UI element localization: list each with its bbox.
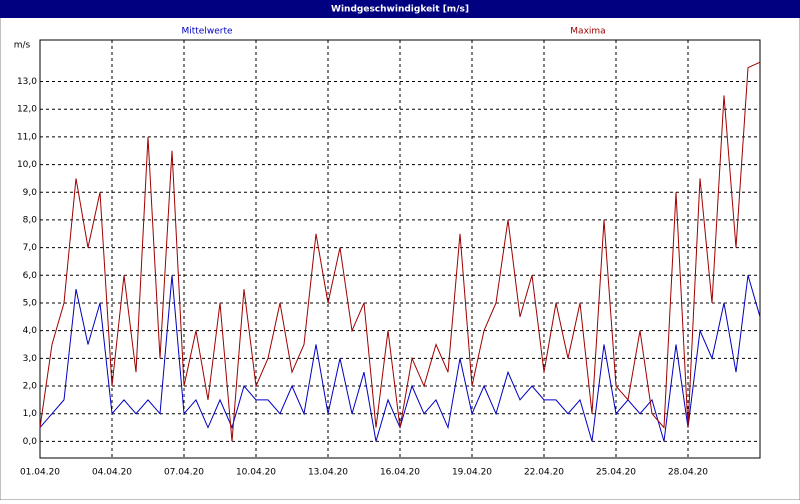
- x-tick-label: 22.04.20: [524, 468, 564, 478]
- title-bar: [0, 0, 800, 18]
- y-tick-label: 2,0: [23, 382, 38, 392]
- y-tick-label: 4,0: [23, 326, 38, 336]
- y-tick-label: 5,0: [23, 298, 38, 308]
- y-tick-label: 10,0: [17, 160, 37, 170]
- legend-entry: Mittelwerte: [181, 27, 232, 37]
- chart-title: Windgeschwindigkeit [m/s]: [331, 5, 469, 15]
- y-tick-label: 1,0: [23, 409, 38, 419]
- y-tick-label: 9,0: [23, 188, 38, 198]
- y-tick-label: 12,0: [17, 105, 37, 115]
- x-tick-label: 04.04.20: [92, 468, 132, 478]
- y-tick-label: 11,0: [17, 132, 37, 142]
- x-tick-label: 07.04.20: [164, 468, 204, 478]
- x-tick-label: 19.04.20: [452, 468, 492, 478]
- y-tick-label: 3,0: [23, 354, 38, 364]
- y-tick-label: 7,0: [23, 243, 38, 253]
- y-tick-label: 6,0: [23, 271, 38, 281]
- x-tick-label: 01.04.20: [20, 468, 60, 478]
- y-tick-label: 8,0: [23, 215, 38, 225]
- y-tick-label: 0,0: [23, 437, 38, 447]
- legend-entry: Maxima: [570, 27, 605, 37]
- y-axis-label: m/s: [14, 41, 31, 51]
- y-tick-label: 13,0: [17, 77, 37, 87]
- x-tick-label: 28.04.20: [668, 468, 708, 478]
- x-tick-label: 16.04.20: [380, 468, 420, 478]
- data-line: [39, 61, 761, 442]
- x-tick-label: 10.04.20: [236, 468, 276, 478]
- x-tick-label: 25.04.20: [596, 468, 636, 478]
- x-tick-label: 13.04.20: [308, 468, 348, 478]
